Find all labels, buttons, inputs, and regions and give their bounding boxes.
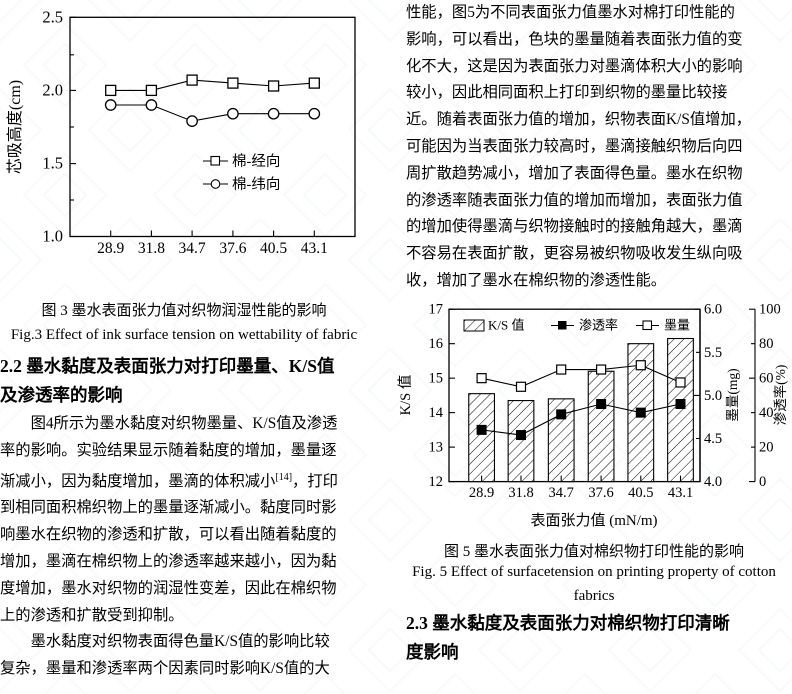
svg-text:40.5: 40.5 [628, 485, 653, 500]
svg-text:0: 0 [759, 474, 766, 490]
svg-text:1.5: 1.5 [42, 154, 63, 173]
svg-text:80: 80 [759, 336, 774, 352]
svg-text:28.9: 28.9 [97, 240, 124, 257]
svg-text:5.0: 5.0 [704, 388, 722, 404]
svg-text:13: 13 [429, 440, 444, 456]
svg-text:K/S 值: K/S 值 [397, 375, 414, 416]
svg-text:37.6: 37.6 [588, 485, 613, 500]
svg-text:15: 15 [429, 371, 444, 387]
svg-text:4.0: 4.0 [704, 474, 722, 490]
svg-text:43.1: 43.1 [668, 485, 693, 500]
svg-text:60: 60 [759, 371, 774, 387]
svg-text:16: 16 [429, 336, 444, 352]
svg-text:墨量: 墨量 [664, 318, 690, 333]
svg-text:17: 17 [429, 302, 444, 318]
svg-text:1.0: 1.0 [42, 227, 63, 246]
svg-text:墨量(mg): 墨量(mg) [725, 368, 740, 421]
svg-text:棉-纬向: 棉-纬向 [232, 176, 280, 193]
svg-text:31.8: 31.8 [138, 240, 165, 257]
svg-text:14: 14 [429, 405, 444, 421]
svg-text:31.8: 31.8 [508, 485, 533, 500]
svg-text:34.7: 34.7 [549, 485, 574, 500]
svg-text:5.5: 5.5 [704, 345, 722, 361]
svg-text:12: 12 [429, 474, 444, 490]
svg-text:37.6: 37.6 [219, 240, 246, 257]
svg-text:渗透率: 渗透率 [579, 318, 618, 333]
svg-text:100: 100 [759, 302, 781, 318]
svg-text:芯吸高度(cm): 芯吸高度(cm) [6, 80, 24, 174]
svg-text:28.9: 28.9 [469, 485, 494, 500]
svg-text:2.5: 2.5 [42, 8, 63, 27]
svg-text:40: 40 [759, 405, 774, 421]
svg-text:40.5: 40.5 [260, 240, 287, 257]
svg-text:棉-经向: 棉-经向 [232, 153, 280, 170]
svg-text:6.0: 6.0 [704, 302, 722, 318]
svg-text:20: 20 [759, 440, 774, 456]
svg-text:2.0: 2.0 [42, 81, 63, 100]
svg-text:34.7: 34.7 [179, 240, 206, 257]
svg-text:K/S 值: K/S 值 [488, 318, 524, 333]
svg-text:渗透率(%): 渗透率(%) [772, 365, 788, 426]
svg-text:4.5: 4.5 [704, 431, 722, 447]
svg-text:43.1: 43.1 [301, 240, 328, 257]
